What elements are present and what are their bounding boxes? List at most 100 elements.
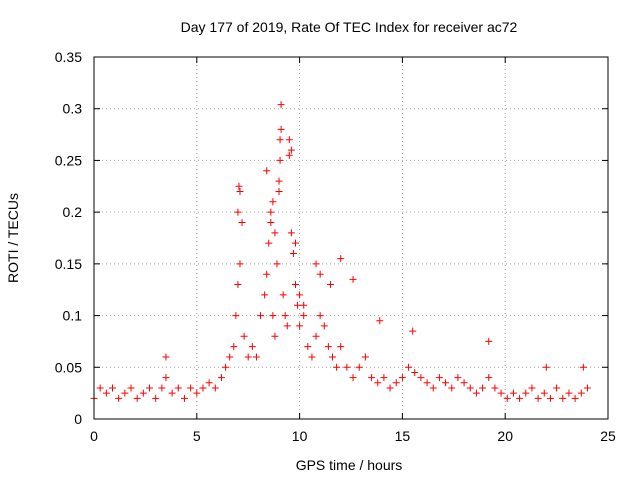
data-point xyxy=(267,218,275,226)
data-point xyxy=(516,394,524,402)
data-point xyxy=(300,301,308,309)
data-point xyxy=(583,384,591,392)
data-point xyxy=(261,291,269,299)
data-point xyxy=(248,343,256,351)
data-point xyxy=(211,384,219,392)
data-point xyxy=(265,239,273,247)
data-point xyxy=(187,384,195,392)
data-point xyxy=(337,343,345,351)
data-point xyxy=(96,384,104,392)
data-point xyxy=(281,312,289,320)
data-point xyxy=(162,374,170,382)
data-point xyxy=(269,198,277,206)
data-point xyxy=(275,187,283,195)
data-point xyxy=(361,353,369,361)
data-point xyxy=(328,353,336,361)
data-point xyxy=(287,229,295,237)
data-point xyxy=(236,187,244,195)
y-axis-label: ROTI / TECUs xyxy=(5,193,21,283)
data-point xyxy=(222,363,230,371)
data-points xyxy=(90,101,591,402)
axis-ticks: 0 5 10 15 20 25 0 0.05 0.1 0.15 0.2 0.25 0.3 0.35 xyxy=(55,49,616,444)
data-point xyxy=(553,384,561,392)
data-point xyxy=(291,239,299,247)
data-point xyxy=(528,384,536,392)
x-tick-label: 5 xyxy=(193,428,201,444)
data-point xyxy=(158,384,166,392)
data-point xyxy=(312,260,320,268)
data-point xyxy=(491,384,499,392)
data-point xyxy=(380,374,388,382)
data-point xyxy=(193,389,201,397)
data-point xyxy=(276,156,284,164)
data-point xyxy=(271,332,279,340)
data-point xyxy=(454,374,462,382)
data-point xyxy=(374,379,382,387)
x-tick-label: 10 xyxy=(292,428,308,444)
data-point xyxy=(320,322,328,330)
data-point xyxy=(579,363,587,371)
data-point xyxy=(349,374,357,382)
data-point xyxy=(174,384,182,392)
grid-lines xyxy=(94,57,608,419)
data-point xyxy=(199,384,207,392)
data-point xyxy=(559,394,567,402)
data-point xyxy=(435,374,443,382)
data-point xyxy=(349,275,357,283)
y-tick-label: 0.15 xyxy=(55,256,82,272)
data-point xyxy=(398,374,406,382)
data-point xyxy=(405,363,413,371)
data-point xyxy=(577,389,585,397)
data-point xyxy=(162,353,170,361)
data-point xyxy=(312,332,320,340)
y-tick-label: 0.05 xyxy=(55,359,82,375)
data-point xyxy=(234,281,242,289)
data-point xyxy=(226,353,234,361)
data-point xyxy=(571,394,579,402)
data-point xyxy=(102,389,110,397)
data-point xyxy=(534,394,542,402)
data-point xyxy=(287,146,295,154)
data-point xyxy=(308,353,316,361)
data-point xyxy=(240,332,248,340)
x-tick-label: 20 xyxy=(497,428,513,444)
data-point xyxy=(409,327,417,335)
data-point xyxy=(472,389,480,397)
data-point xyxy=(277,125,285,133)
data-point xyxy=(479,384,487,392)
data-point xyxy=(257,312,265,320)
data-point xyxy=(127,384,135,392)
data-point xyxy=(109,384,117,392)
data-point xyxy=(542,363,550,371)
plot-frame xyxy=(93,56,609,420)
x-tick-label: 0 xyxy=(90,428,98,444)
data-point xyxy=(485,337,493,345)
chart-title: Day 177 of 2019, Rate Of TEC Index for r… xyxy=(181,19,518,35)
data-point xyxy=(565,389,573,397)
data-point xyxy=(279,291,287,299)
data-point xyxy=(276,136,284,144)
data-point xyxy=(234,208,242,216)
data-point xyxy=(263,270,271,278)
data-point xyxy=(294,301,302,309)
data-point xyxy=(121,389,129,397)
data-point xyxy=(442,379,450,387)
data-point xyxy=(285,151,293,159)
data-point xyxy=(283,322,291,330)
data-point xyxy=(316,312,324,320)
data-point xyxy=(343,363,351,371)
data-point xyxy=(289,250,297,258)
data-point xyxy=(497,389,505,397)
y-tick-label: 0.25 xyxy=(55,152,82,168)
data-point xyxy=(133,394,141,402)
data-point xyxy=(503,394,511,402)
data-point xyxy=(238,218,246,226)
data-point xyxy=(386,384,394,392)
data-point xyxy=(411,368,419,376)
data-point xyxy=(273,260,281,268)
data-point xyxy=(355,363,363,371)
y-tick-label: 0.3 xyxy=(63,101,83,117)
data-point xyxy=(263,167,271,175)
